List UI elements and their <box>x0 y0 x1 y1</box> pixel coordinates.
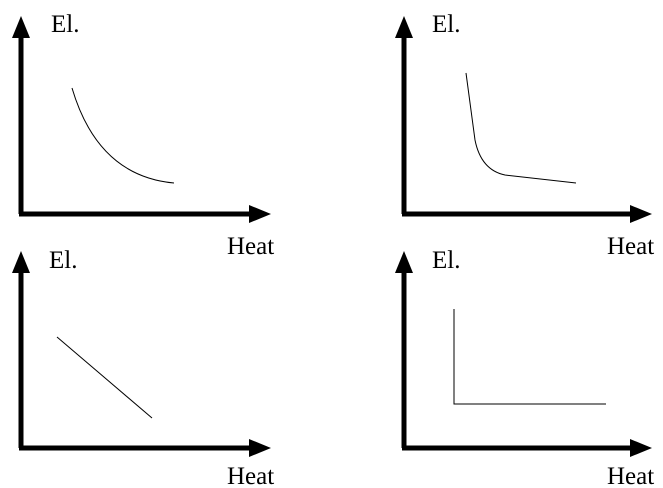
x-axis-label: Heat <box>607 463 654 488</box>
panel-bottom-left: El. Heat <box>12 247 274 488</box>
x-axis-label: Heat <box>227 233 274 260</box>
tradeoff-curve <box>453 309 606 405</box>
y-axis-arrow <box>12 16 30 38</box>
panel-top-left: El. Heat <box>12 11 274 260</box>
x-axis-arrow <box>249 439 271 457</box>
tradeoff-curve <box>465 72 577 184</box>
y-axis-label: El. <box>432 11 460 38</box>
x-axis-arrow <box>249 205 271 223</box>
y-axis-label: El. <box>432 247 460 274</box>
y-axis-arrow <box>395 251 413 273</box>
y-axis-arrow <box>12 251 30 273</box>
y-axis-arrow <box>395 16 413 38</box>
tradeoff-curve <box>71 87 175 184</box>
y-axis-label: El. <box>49 247 77 274</box>
x-axis-arrow <box>630 439 652 457</box>
y-axis-label: El. <box>51 11 79 38</box>
x-axis-label: Heat <box>607 233 654 260</box>
tradeoff-curve <box>56 336 153 419</box>
x-axis-arrow <box>630 205 652 223</box>
panel-top-right: El. Heat <box>395 11 654 260</box>
panel-bottom-right: El. Heat <box>395 247 654 488</box>
x-axis-label: Heat <box>227 463 274 488</box>
